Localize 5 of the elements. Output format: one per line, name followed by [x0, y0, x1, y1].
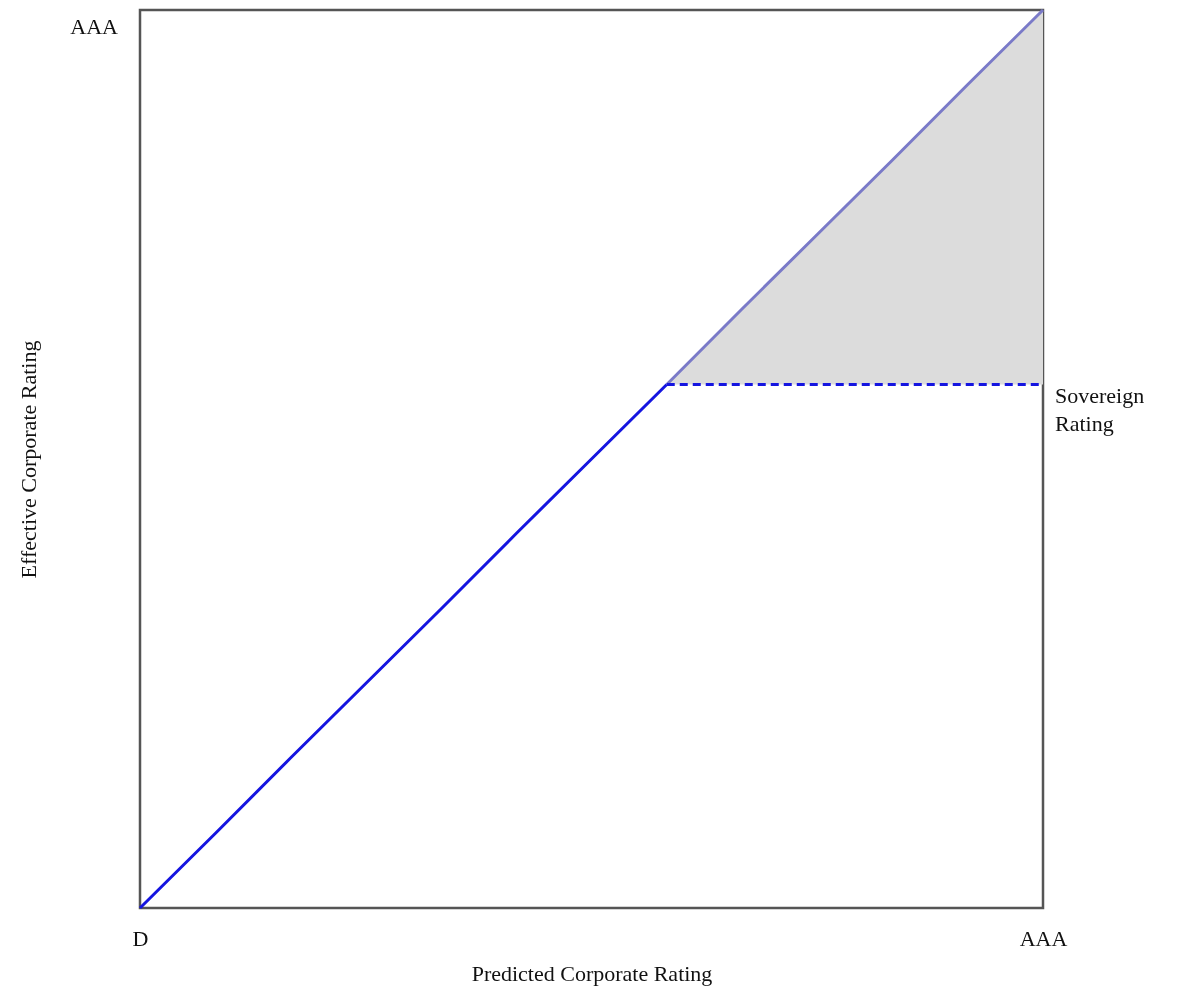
x-axis-title: Predicted Corporate Rating: [471, 960, 713, 986]
series-label: Sovereign Rating: [1055, 383, 1145, 437]
y-axis-title: Effective Corporate Rating: [15, 340, 41, 579]
text: AAA: [70, 14, 119, 39]
x-tick-label: D: [132, 925, 149, 951]
